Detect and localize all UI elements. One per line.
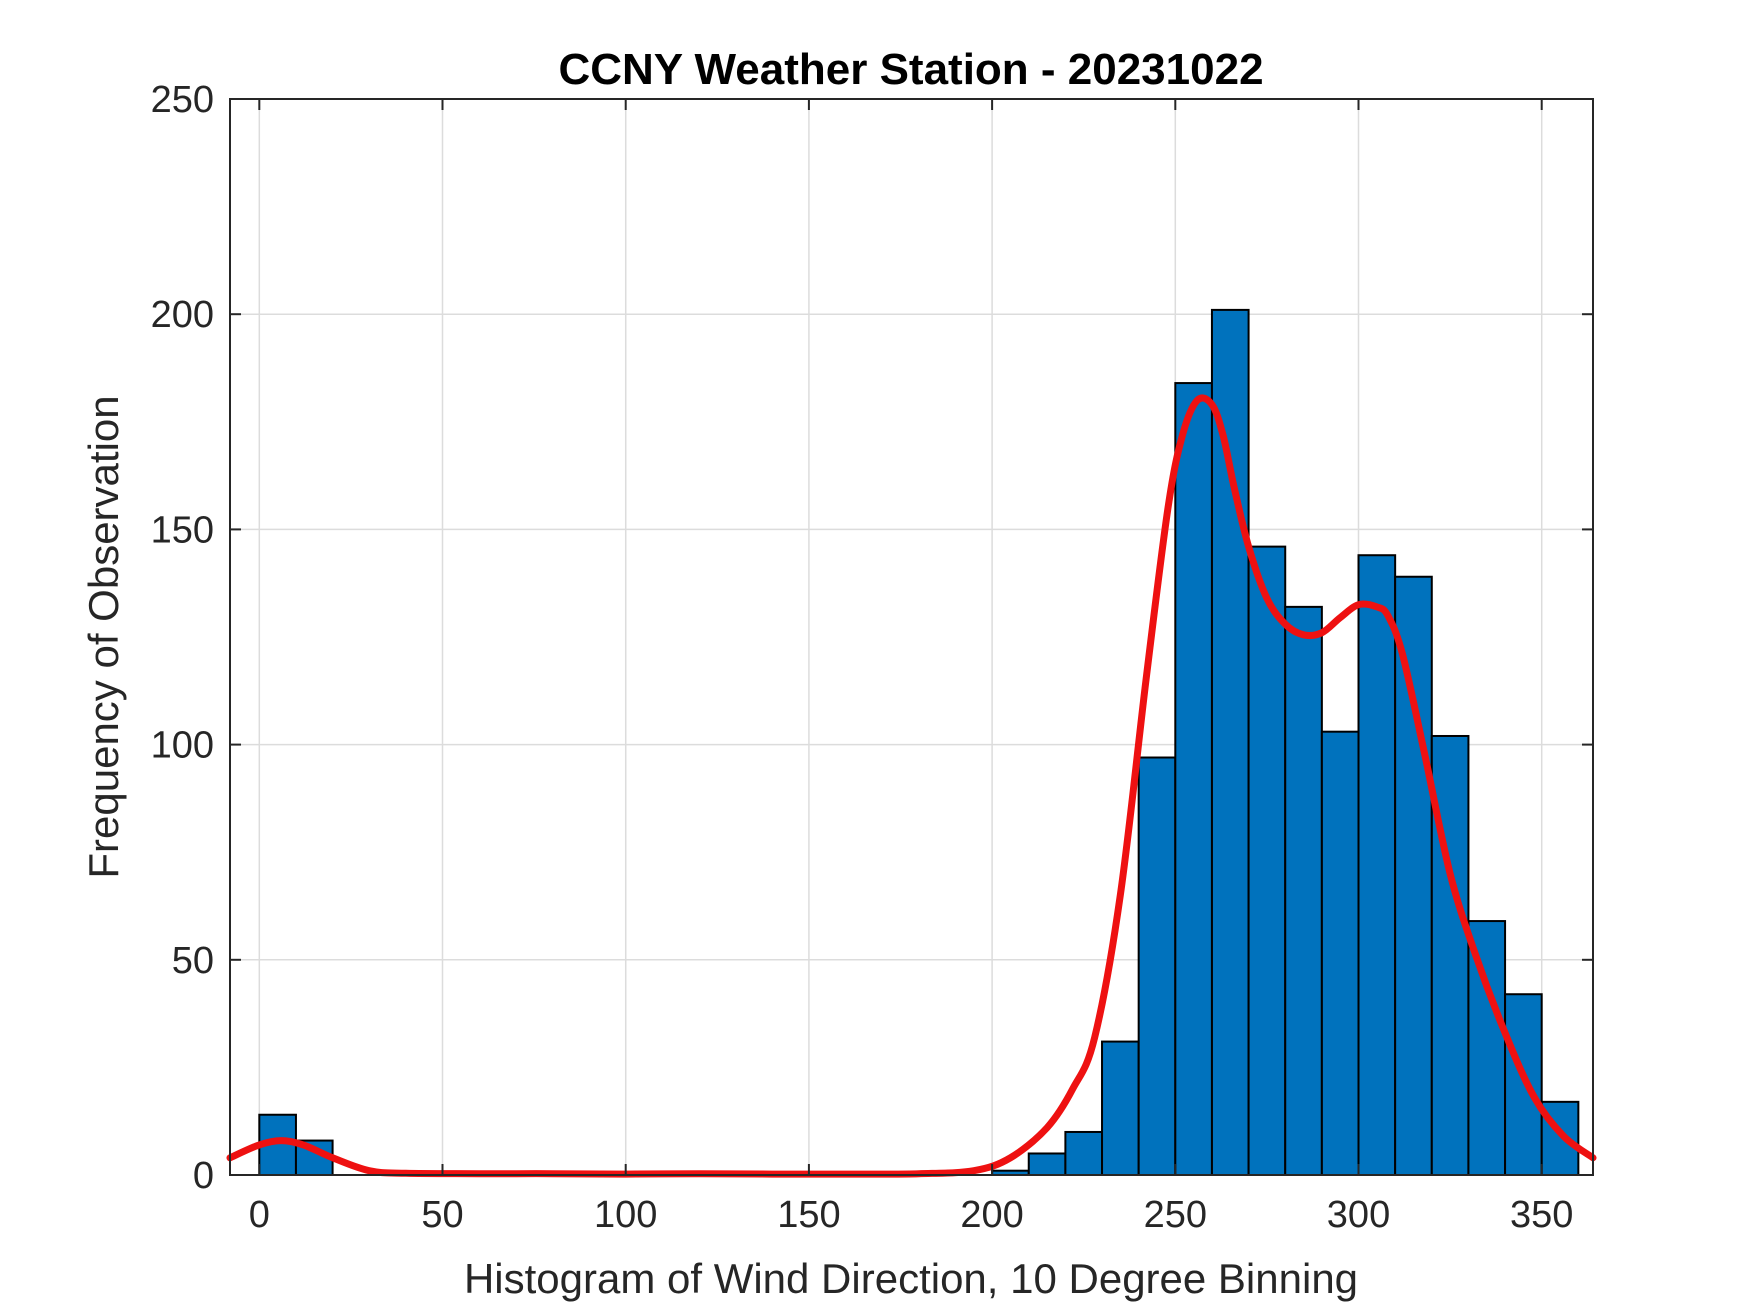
x-tick-label-150: 150 bbox=[777, 1194, 840, 1236]
histogram-bar-330 bbox=[1467, 920, 1507, 1177]
histogram-bar-240 bbox=[1137, 756, 1177, 1177]
y-tick-label-50: 50 bbox=[172, 940, 214, 982]
histogram-bar-280 bbox=[1284, 605, 1323, 1176]
x-tick-label-0: 0 bbox=[249, 1194, 270, 1236]
y-tick-label-200: 200 bbox=[151, 294, 214, 336]
histogram-bar-270 bbox=[1247, 545, 1287, 1176]
y-tick-label-250: 250 bbox=[151, 79, 214, 121]
x-tick-label-250: 250 bbox=[1144, 1194, 1207, 1236]
x-tick-label-100: 100 bbox=[594, 1194, 657, 1236]
histogram-bar-340 bbox=[1504, 993, 1543, 1176]
histogram-bar-310 bbox=[1394, 575, 1433, 1176]
histogram-bar-300 bbox=[1357, 554, 1397, 1176]
histogram-bars bbox=[258, 308, 1580, 1177]
y-tick-label-150: 150 bbox=[151, 509, 214, 551]
tick-labels: 0 50 100 150 200 250 300 350 0 50 100 150 200 250 bbox=[151, 79, 1574, 1236]
histogram-bar-230 bbox=[1101, 1040, 1140, 1177]
histogram-bar-250 bbox=[1174, 382, 1213, 1176]
x-tick-label-350: 350 bbox=[1510, 1194, 1573, 1236]
x-tick-label-200: 200 bbox=[960, 1194, 1023, 1236]
plot-frame bbox=[229, 98, 1594, 1176]
density-fit-curve bbox=[226, 394, 1597, 1178]
y-axis-label: Frequency of Observation bbox=[80, 395, 127, 878]
histogram-bar-260 bbox=[1210, 308, 1250, 1176]
y-tick-label-0: 0 bbox=[193, 1155, 214, 1197]
x-axis-label: Histogram of Wind Direction, 10 Degree B… bbox=[464, 1255, 1358, 1302]
y-tick-label-100: 100 bbox=[151, 725, 214, 767]
histogram-bar-220 bbox=[1064, 1130, 1104, 1176]
fit-curve-layer bbox=[226, 394, 1597, 1178]
histogram-bar-210 bbox=[1027, 1152, 1067, 1176]
histogram-bar-290 bbox=[1320, 730, 1360, 1176]
axis-ticks bbox=[230, 98, 1593, 1176]
x-tick-label-300: 300 bbox=[1327, 1194, 1390, 1236]
x-tick-label-50: 50 bbox=[421, 1194, 463, 1236]
chart-title: CCNY Weather Station - 20231022 bbox=[558, 45, 1263, 94]
